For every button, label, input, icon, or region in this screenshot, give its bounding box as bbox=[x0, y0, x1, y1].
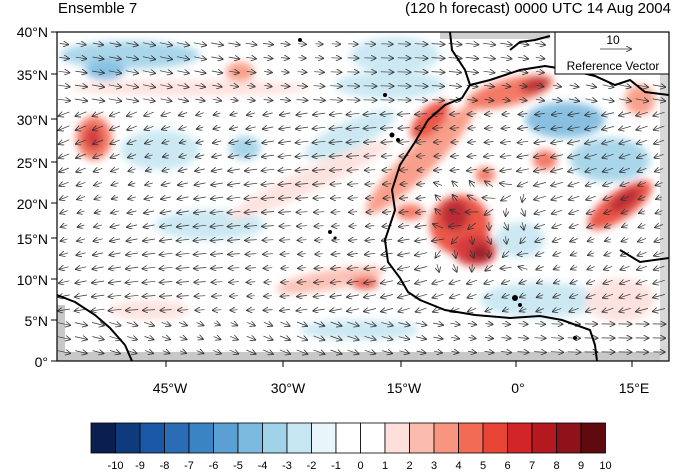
colorbar-swatch bbox=[336, 423, 361, 453]
lat-label: 30°N bbox=[0, 112, 48, 128]
colorbar-swatch bbox=[287, 423, 312, 453]
colorbar-label: -2 bbox=[300, 460, 324, 472]
colorbar-label: 1 bbox=[373, 460, 397, 472]
colorbar-swatch bbox=[165, 423, 190, 453]
missing-data-edge bbox=[57, 352, 669, 361]
lat-label: 0° bbox=[0, 354, 48, 370]
lon-label: 15°E bbox=[604, 380, 664, 396]
colorbar-swatch bbox=[508, 423, 533, 453]
colorbar-label: 5 bbox=[471, 460, 495, 472]
colorbar bbox=[91, 423, 606, 453]
colorbar-label: -3 bbox=[275, 460, 299, 472]
colorbar-swatch bbox=[459, 423, 484, 453]
lon-label: 15°W bbox=[374, 380, 434, 396]
colorbar-swatch bbox=[91, 423, 116, 453]
colorbar-swatch bbox=[116, 423, 141, 453]
missing-data-edge bbox=[660, 32, 669, 361]
lat-label: 20°N bbox=[0, 196, 48, 212]
reference-vector-label: Reference Vector bbox=[567, 59, 660, 73]
colorbar-swatch bbox=[385, 423, 410, 453]
colorbar-label: 0 bbox=[349, 460, 373, 472]
lon-label: 30°W bbox=[258, 380, 318, 396]
colorbar-label: -10 bbox=[104, 460, 128, 472]
lon-label: 0° bbox=[488, 380, 548, 396]
colorbar-label: 8 bbox=[545, 460, 569, 472]
reference-magnitude: 10 bbox=[606, 33, 620, 47]
colorbar-swatch bbox=[410, 423, 435, 453]
lat-label: 40°N bbox=[0, 24, 48, 40]
colorbar-label: 10 bbox=[594, 460, 618, 472]
lat-label: 15°N bbox=[0, 231, 48, 247]
colorbar-label: 2 bbox=[398, 460, 422, 472]
colorbar-label: -6 bbox=[202, 460, 226, 472]
colorbar-swatch bbox=[312, 423, 337, 453]
colorbar-swatch bbox=[189, 423, 214, 453]
colorbar-swatch bbox=[263, 423, 288, 453]
colorbar-swatch bbox=[557, 423, 582, 453]
colorbar-label: 9 bbox=[569, 460, 593, 472]
plot-area bbox=[57, 32, 669, 361]
colorbar-label: -1 bbox=[324, 460, 348, 472]
colorbar-label: -9 bbox=[128, 460, 152, 472]
colorbar-label: 7 bbox=[520, 460, 544, 472]
colorbar-label: 4 bbox=[447, 460, 471, 472]
colorbar-label: -5 bbox=[226, 460, 250, 472]
lat-label: 5°N bbox=[0, 313, 48, 329]
colorbar-swatch bbox=[434, 423, 459, 453]
lat-label: 35°N bbox=[0, 67, 48, 83]
lat-label: 10°N bbox=[0, 272, 48, 288]
colorbar-swatch bbox=[238, 423, 263, 453]
colorbar-swatch bbox=[483, 423, 508, 453]
colorbar-swatch bbox=[532, 423, 557, 453]
missing-data-edge bbox=[440, 32, 550, 39]
colorbar-swatch bbox=[361, 423, 386, 453]
colorbar-label: -4 bbox=[251, 460, 275, 472]
lon-label: 45°W bbox=[140, 380, 200, 396]
colorbar-swatch bbox=[140, 423, 165, 453]
colorbar-label: -8 bbox=[153, 460, 177, 472]
lat-label: 25°N bbox=[0, 155, 48, 171]
colorbar-swatch bbox=[581, 423, 606, 453]
colorbar-label: 3 bbox=[422, 460, 446, 472]
colorbar-label: 6 bbox=[496, 460, 520, 472]
colorbar-label: -7 bbox=[177, 460, 201, 472]
colorbar-swatch bbox=[214, 423, 239, 453]
missing-data-edge bbox=[57, 305, 65, 361]
